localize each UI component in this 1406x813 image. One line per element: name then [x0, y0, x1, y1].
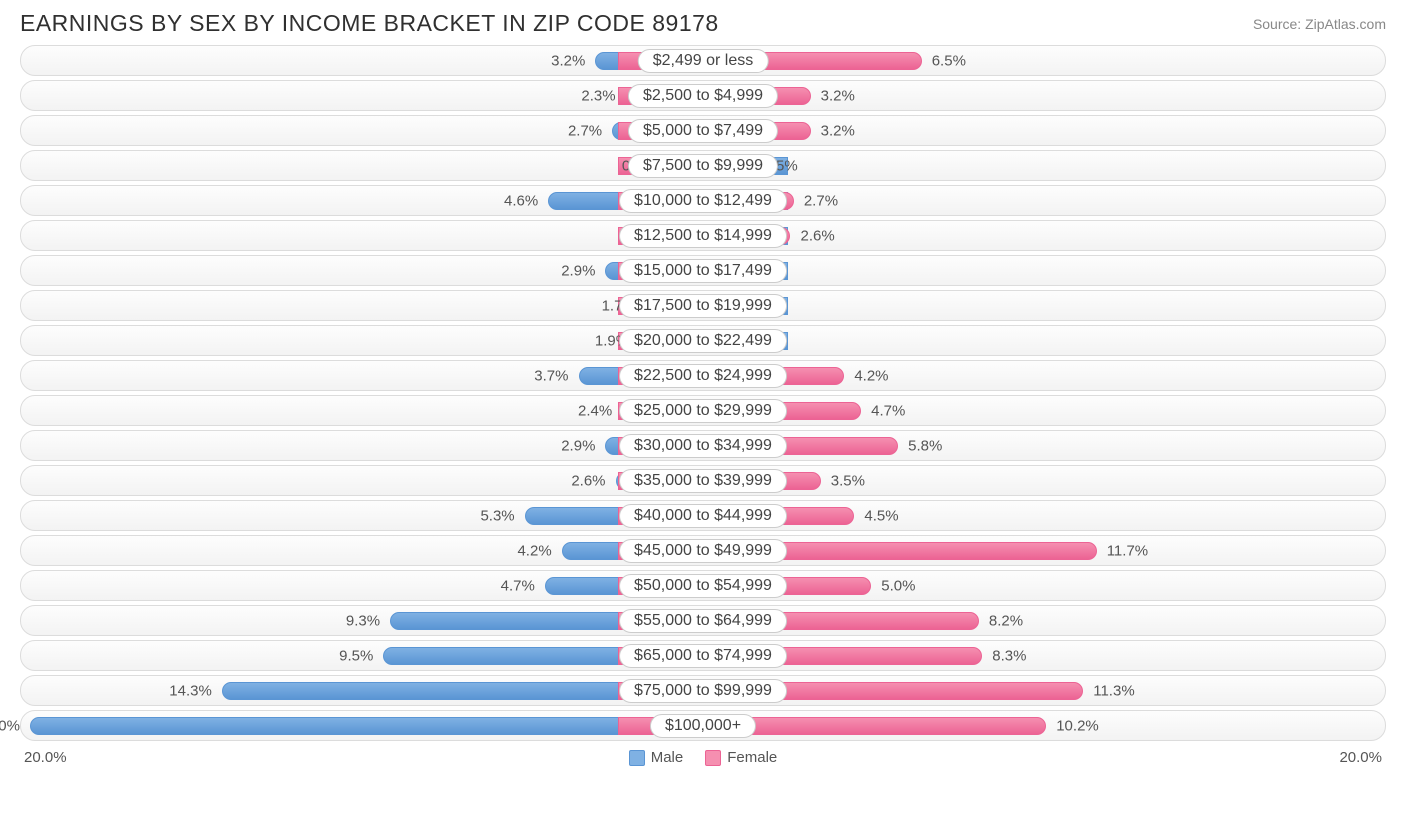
female-percent: 3.2%	[821, 122, 855, 139]
male-percent: 2.3%	[581, 87, 615, 104]
bar-row: $20,000 to $22,4991.9%1.2%	[20, 325, 1386, 356]
bar-row: $22,500 to $24,999 3.7% 4.2%	[20, 360, 1386, 391]
female-percent: 4.5%	[864, 507, 898, 524]
legend-female-swatch	[705, 750, 721, 766]
bracket-label: $75,000 to $99,999	[619, 679, 787, 703]
female-percent: 4.2%	[854, 367, 888, 384]
female-percent: 2.6%	[800, 227, 834, 244]
female-percent: 6.5%	[932, 52, 966, 69]
bar-row: $50,000 to $54,999 4.7% 5.0%	[20, 570, 1386, 601]
male-percent: 2.4%	[578, 402, 612, 419]
female-percent: 11.7%	[1107, 542, 1148, 559]
bar-row: $30,000 to $34,999 2.9% 5.8%	[20, 430, 1386, 461]
female-percent: 11.3%	[1093, 682, 1134, 699]
female-percent: 5.0%	[881, 577, 915, 594]
bracket-label: $7,500 to $9,999	[628, 154, 778, 178]
bar-row: $75,000 to $99,999 14.3% 11.3%	[20, 675, 1386, 706]
bar-row: $2,499 or less 3.2% 6.5%	[20, 45, 1386, 76]
legend-male-swatch	[629, 750, 645, 766]
bracket-label: $50,000 to $54,999	[619, 574, 787, 598]
bracket-label: $40,000 to $44,999	[619, 504, 787, 528]
bracket-label: $12,500 to $14,999	[619, 224, 787, 248]
male-percent: 2.6%	[571, 472, 605, 489]
male-percent: 20.0%	[0, 717, 20, 734]
bracket-label: $15,000 to $17,499	[619, 259, 787, 283]
male-percent: 4.6%	[504, 192, 538, 209]
female-percent: 8.3%	[992, 647, 1026, 664]
bar-row: $17,500 to $19,9991.7%0.63%	[20, 290, 1386, 321]
female-percent: 2.7%	[804, 192, 838, 209]
male-percent: 3.7%	[534, 367, 568, 384]
bar-row: $15,000 to $17,4992.9%1.1%	[20, 255, 1386, 286]
legend-female-label: Female	[727, 749, 777, 766]
bar-row: $40,000 to $44,999 5.3% 4.5%	[20, 500, 1386, 531]
bracket-label: $2,500 to $4,999	[628, 84, 778, 108]
female-percent: 5.8%	[908, 437, 942, 454]
bar-row: $2,500 to $4,999 2.3% 3.2%	[20, 80, 1386, 111]
male-percent: 2.9%	[561, 262, 595, 279]
legend: Male Female	[629, 749, 778, 766]
bar-row: $35,000 to $39,999 2.6% 3.5%	[20, 465, 1386, 496]
bar-row: $45,000 to $49,999 4.2% 11.7%	[20, 535, 1386, 566]
bar-row: $10,000 to $12,499 4.6% 2.7%	[20, 185, 1386, 216]
bracket-label: $65,000 to $74,999	[619, 644, 787, 668]
bar-row: $7,500 to $9,9990.85%1.5%	[20, 150, 1386, 181]
male-percent: 2.7%	[568, 122, 602, 139]
bar-row: $12,500 to $14,9990.91%2.6%	[20, 220, 1386, 251]
bar-row: $5,000 to $7,499 2.7% 3.2%	[20, 115, 1386, 146]
bracket-label: $10,000 to $12,499	[619, 189, 787, 213]
bracket-label: $30,000 to $34,999	[619, 434, 787, 458]
chart-source: Source: ZipAtlas.com	[1253, 16, 1386, 32]
bracket-label: $20,000 to $22,499	[619, 329, 787, 353]
bracket-label: $45,000 to $49,999	[619, 539, 787, 563]
male-percent: 9.5%	[339, 647, 373, 664]
bracket-label: $25,000 to $29,999	[619, 399, 787, 423]
legend-male-label: Male	[651, 749, 684, 766]
bar-row: $55,000 to $64,999 9.3% 8.2%	[20, 605, 1386, 636]
bracket-label: $35,000 to $39,999	[619, 469, 787, 493]
male-percent: 14.3%	[169, 682, 212, 699]
chart-body: $2,499 or less 3.2% 6.5% $2,500 to $4,999 2.…	[0, 45, 1406, 741]
female-percent: 4.7%	[871, 402, 905, 419]
male-percent: 9.3%	[346, 612, 380, 629]
chart-header: EARNINGS BY SEX BY INCOME BRACKET IN ZIP…	[0, 0, 1406, 45]
bracket-label: $55,000 to $64,999	[619, 609, 787, 633]
bracket-label: $22,500 to $24,999	[619, 364, 787, 388]
bracket-label: $2,499 or less	[638, 49, 769, 73]
bar-row: $25,000 to $29,999 2.4% 4.7%	[20, 395, 1386, 426]
chart-footer: 20.0% Male Female 20.0%	[0, 745, 1406, 766]
female-percent: 3.2%	[821, 87, 855, 104]
bracket-label: $17,500 to $19,999	[619, 294, 787, 318]
female-percent: 8.2%	[989, 612, 1023, 629]
bar-row: $100,000+20.0%10.2%	[20, 710, 1386, 741]
female-percent: 3.5%	[831, 472, 865, 489]
axis-left-max: 20.0%	[24, 749, 67, 766]
legend-male: Male	[629, 749, 684, 766]
male-percent: 5.3%	[480, 507, 514, 524]
legend-female: Female	[705, 749, 777, 766]
female-percent: 10.2%	[1056, 717, 1099, 734]
male-percent: 2.9%	[561, 437, 595, 454]
bracket-label: $5,000 to $7,499	[628, 119, 778, 143]
axis-right-max: 20.0%	[1339, 749, 1382, 766]
bracket-label: $100,000+	[650, 714, 756, 738]
male-percent: 4.7%	[501, 577, 535, 594]
chart-title: EARNINGS BY SEX BY INCOME BRACKET IN ZIP…	[20, 10, 719, 37]
male-percent: 3.2%	[551, 52, 585, 69]
bar-row: $65,000 to $74,999 9.5% 8.3%	[20, 640, 1386, 671]
male-percent: 4.2%	[517, 542, 551, 559]
